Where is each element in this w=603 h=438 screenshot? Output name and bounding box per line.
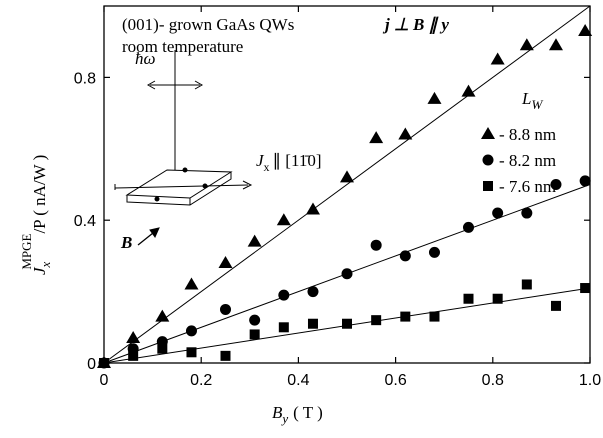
data-point [249, 314, 261, 326]
subscript: y [280, 411, 288, 426]
data-point [249, 329, 260, 340]
x-tick-label: 0.2 [190, 372, 212, 389]
data-point [126, 331, 141, 344]
data-point [427, 91, 442, 104]
annotation: room temperature [122, 37, 243, 56]
data-point [278, 289, 290, 301]
data-point [400, 311, 411, 322]
data-point [399, 250, 411, 262]
subscript: x [38, 261, 53, 268]
data-point [220, 303, 231, 315]
data-point [550, 179, 562, 190]
data-point [220, 350, 231, 361]
superscript: MPGE [19, 233, 34, 269]
inset-label: B [120, 233, 132, 252]
contact [154, 196, 160, 202]
data-point [429, 311, 440, 322]
x-tick-label: 0.6 [384, 372, 406, 389]
data-point [521, 279, 532, 290]
data-point [461, 84, 476, 97]
data-point [341, 268, 353, 280]
x-tick-label: 1.0 [579, 372, 601, 389]
y-tick-label: 0.8 [74, 70, 96, 87]
y-tick-label: 0.4 [74, 213, 96, 230]
data-point [398, 127, 413, 140]
sample [125, 169, 233, 199]
data-point [370, 239, 382, 251]
data-point [578, 23, 593, 36]
inset-arrowhead [242, 180, 253, 190]
symbol: B [272, 403, 283, 422]
data-point [184, 277, 199, 290]
data-point [340, 170, 354, 183]
symbol: L [521, 89, 531, 108]
symbol: J [30, 266, 49, 275]
symbol: J [256, 151, 265, 170]
data-point [521, 207, 533, 219]
subscript: x [264, 160, 270, 174]
data-point [490, 52, 505, 65]
inset-arrowhead [146, 80, 204, 90]
y-axis-label: Jx MPGE/P ( nA/W ) [19, 155, 53, 275]
x-tick-label: 0.8 [482, 372, 504, 389]
annotation: j ⊥ B ∥ y [382, 15, 449, 34]
label-rest: ( T ) [293, 403, 323, 422]
contact-line [114, 184, 249, 189]
data-point [185, 325, 197, 337]
label-rest: ∥ [11̄0] [273, 151, 322, 170]
data-point [428, 246, 440, 258]
data-point [155, 309, 170, 322]
data-point [463, 221, 474, 233]
legend-label: - 8.2 nm [499, 151, 556, 170]
x-tick-label: 0 [100, 372, 109, 389]
inset-label: Jx ∥ [11̄0] [256, 151, 322, 174]
data-point [492, 293, 503, 304]
annotation: (001)- grown GaAs QWs [122, 15, 294, 34]
data-point [519, 38, 534, 51]
legend-title: LW [521, 89, 543, 112]
data-point [369, 131, 384, 144]
y-tick-label: 0 [87, 356, 96, 373]
data-point [307, 286, 319, 298]
label-rest: /P ( nA/W ) [30, 155, 49, 234]
data-point [548, 38, 563, 51]
data-point [278, 322, 289, 333]
x-axis-label: By ( T ) [272, 403, 323, 426]
data-point [579, 175, 591, 187]
legend-marker [481, 127, 495, 139]
legend-label: - 8.8 nm [499, 125, 556, 144]
fit-line [103, 5, 591, 364]
legend-marker [482, 154, 494, 166]
data-point [305, 202, 320, 215]
x-tick-label: 0.4 [287, 372, 309, 389]
legend-marker [483, 181, 493, 191]
contact [202, 183, 208, 189]
contact [182, 167, 188, 173]
data-point [186, 347, 197, 358]
data-point [492, 207, 504, 219]
inset [114, 50, 253, 246]
data-point [371, 315, 382, 326]
data-point [99, 358, 109, 368]
field-arrowhead [149, 227, 160, 239]
legend-label: - 7.6 nm [499, 177, 556, 196]
data-point [157, 343, 168, 354]
data-point [128, 350, 139, 361]
data-point [247, 234, 262, 247]
data-point [550, 300, 561, 311]
sample [126, 172, 232, 206]
data-point [342, 318, 352, 329]
subscript: W [531, 97, 543, 112]
data-point [218, 256, 233, 269]
inset-label: ħω [135, 49, 156, 68]
data-point [580, 283, 591, 294]
data-point [307, 318, 318, 329]
data-point [276, 213, 291, 226]
data-point [463, 293, 474, 304]
